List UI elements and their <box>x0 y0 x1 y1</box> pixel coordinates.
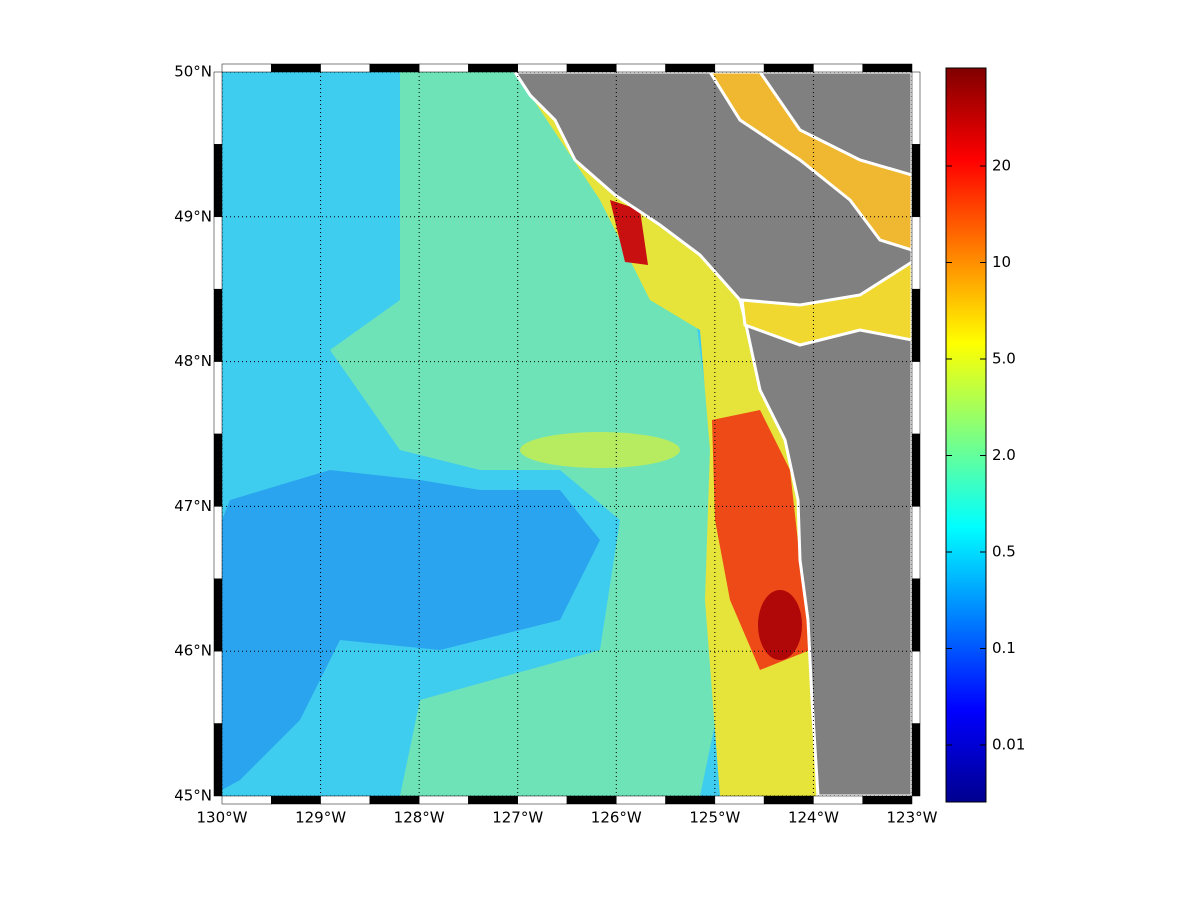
border-segment <box>221 63 272 73</box>
border-segment <box>418 63 469 73</box>
border-segment <box>911 578 921 652</box>
y-tick-label: 46°N <box>174 642 212 660</box>
border-segment <box>911 288 921 362</box>
colorbar-tick-label: 2.0 <box>992 446 1016 464</box>
border-segment <box>616 63 666 73</box>
border-segment <box>911 506 921 580</box>
border-segment <box>763 795 814 805</box>
x-tick-label: 123°W <box>887 809 938 827</box>
border-segment <box>517 63 568 73</box>
y-tick-label: 50°N <box>174 63 212 81</box>
colorbar-tick-label: 5.0 <box>992 350 1016 368</box>
border-segment <box>213 723 223 797</box>
border-segment <box>213 71 223 145</box>
border-segment <box>468 795 518 805</box>
y-tick-label: 47°N <box>174 497 212 515</box>
colorbar-tick-label: 0.5 <box>992 543 1016 561</box>
border-segment <box>213 433 223 507</box>
border-segment <box>517 795 568 805</box>
x-tick-label: 127°W <box>492 809 543 827</box>
colorbar-tick-label: 0.1 <box>992 639 1016 657</box>
border-segment <box>369 795 420 805</box>
border-segment <box>320 63 371 73</box>
map-field <box>222 72 912 796</box>
border-segment <box>418 795 469 805</box>
border-segment <box>763 63 814 73</box>
border-segment <box>369 63 420 73</box>
border-segment <box>468 63 518 73</box>
x-tick-label: 128°W <box>394 809 445 827</box>
border-segment <box>213 578 223 652</box>
x-tick-label: 124°W <box>788 809 839 827</box>
border-segment <box>271 795 321 805</box>
y-tick-label: 48°N <box>174 352 212 370</box>
border-segment <box>911 723 921 797</box>
colorbar-tick-label: 0.01 <box>992 736 1025 754</box>
border-segment <box>320 795 371 805</box>
border-segment <box>213 216 223 290</box>
border-segment <box>213 361 223 435</box>
labels: 130°W 129°W 128°W 127°W 126°W 125°W 124°W 123°W… <box>174 63 1025 827</box>
y-tick-label: 45°N <box>174 787 212 805</box>
x-tick-label: 129°W <box>295 809 346 827</box>
border-segment <box>665 795 716 805</box>
border-segment <box>813 795 863 805</box>
x-tick-label: 126°W <box>591 809 642 827</box>
border-segment <box>616 795 666 805</box>
border-segment <box>271 63 321 73</box>
colorbar <box>945 67 987 803</box>
border-segment <box>213 288 223 362</box>
border-segment <box>862 795 913 805</box>
border-segment <box>911 650 921 724</box>
colorbar-tick-label: 20 <box>992 157 1011 175</box>
x-tick-label: 125°W <box>689 809 740 827</box>
border-segment <box>213 506 223 580</box>
border-segment <box>911 433 921 507</box>
border-segment <box>221 795 272 805</box>
border-segment <box>665 63 716 73</box>
x-tick-label: 130°W <box>197 809 248 827</box>
border-segment <box>566 795 617 805</box>
colorbar-tick-label: 10 <box>992 253 1011 271</box>
border-segment <box>911 216 921 290</box>
border-segment <box>566 63 617 73</box>
frame-border <box>213 63 921 805</box>
border-segment <box>911 361 921 435</box>
y-tick-label: 49°N <box>174 207 212 225</box>
border-segment <box>813 63 863 73</box>
border-segment <box>714 63 765 73</box>
border-segment <box>911 144 921 218</box>
border-segment <box>911 71 921 145</box>
border-segment <box>862 63 913 73</box>
border-segment <box>213 650 223 724</box>
border-segment <box>213 144 223 218</box>
border-segment <box>714 795 765 805</box>
